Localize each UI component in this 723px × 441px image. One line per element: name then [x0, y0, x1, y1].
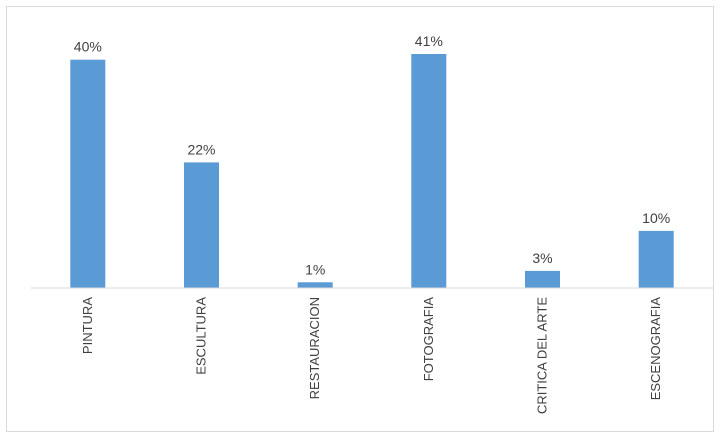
category-label-0: PINTURA — [80, 297, 95, 354]
bar-4 — [525, 270, 560, 288]
category-label-1: ESCULTURA — [194, 297, 209, 375]
category-label-5: ESCENOGRAFIA — [648, 297, 663, 401]
data-label-1: 22% — [187, 141, 215, 157]
bar-5 — [638, 230, 674, 288]
data-labels-group: 40% 22% 1% 41% 3% 10% — [74, 33, 670, 277]
bar-0 — [70, 59, 106, 289]
category-label-3: FOTOGRAFIA — [421, 297, 436, 382]
bar-3 — [411, 54, 447, 288]
data-label-0: 40% — [74, 39, 102, 55]
category-label-4: CRITICA DEL ARTE — [535, 297, 550, 414]
bar-2 — [297, 282, 333, 288]
data-label-5: 10% — [642, 210, 670, 226]
data-label-3: 41% — [415, 33, 443, 49]
category-label-2: RESTAURACION — [307, 297, 322, 399]
chart-frame — [6, 6, 714, 432]
bar-1 — [184, 162, 219, 288]
bars-group — [70, 54, 674, 289]
data-label-2: 1% — [305, 261, 325, 277]
data-label-4: 3% — [532, 250, 552, 266]
category-labels-group: PINTURA ESCULTURA RESTAURACION FOTOGRAFIA CR… — [80, 297, 663, 414]
